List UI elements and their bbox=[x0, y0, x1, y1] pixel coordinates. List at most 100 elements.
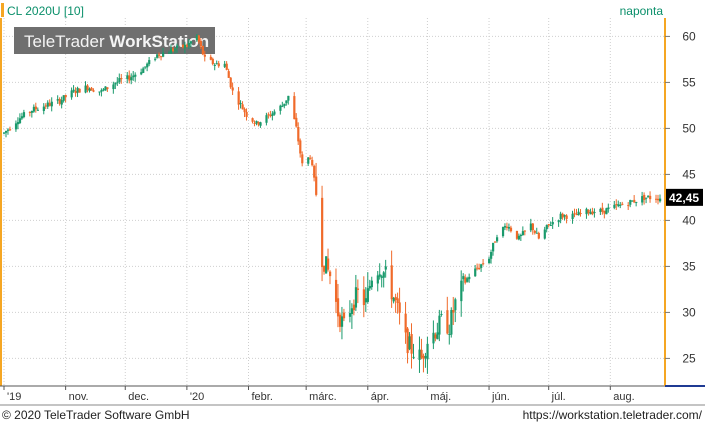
candle-body bbox=[227, 71, 230, 78]
x-tick-label: márc. bbox=[309, 391, 337, 403]
candle-body bbox=[311, 159, 314, 166]
candle-body bbox=[601, 207, 604, 212]
candle-body bbox=[144, 66, 147, 68]
candle-body bbox=[390, 265, 393, 300]
candle-body bbox=[561, 213, 564, 218]
candle-body bbox=[535, 232, 538, 234]
candle-body bbox=[352, 304, 356, 311]
candle-body bbox=[573, 212, 576, 214]
candle-body bbox=[70, 90, 73, 98]
candle-body bbox=[559, 213, 562, 220]
candle-body bbox=[259, 122, 262, 126]
candle-body bbox=[615, 204, 618, 206]
candle-body bbox=[643, 194, 646, 200]
candle-body bbox=[356, 288, 360, 290]
candle-body bbox=[128, 75, 131, 81]
candle-body bbox=[474, 268, 477, 277]
candle-body bbox=[384, 266, 387, 270]
candle-body bbox=[273, 111, 276, 115]
candle-body bbox=[46, 102, 49, 107]
candle-body bbox=[14, 123, 18, 130]
candle-body bbox=[126, 75, 129, 80]
candle-body bbox=[641, 196, 644, 203]
candle-body bbox=[657, 198, 660, 201]
candle-body bbox=[20, 116, 24, 119]
candle-body bbox=[162, 52, 165, 57]
candle-body bbox=[84, 85, 87, 93]
candle-body bbox=[116, 81, 119, 83]
candle-body bbox=[48, 103, 51, 106]
y-tick-label: 30 bbox=[682, 305, 696, 319]
candle-body bbox=[659, 198, 662, 202]
candle-body bbox=[587, 209, 590, 213]
candle-body bbox=[181, 44, 185, 48]
candle-body bbox=[16, 122, 20, 125]
candle-body bbox=[237, 91, 240, 105]
candle-body bbox=[517, 235, 521, 240]
candle-body bbox=[334, 279, 338, 302]
last-price-value: 42,45 bbox=[669, 191, 699, 205]
candle-body bbox=[8, 129, 12, 131]
candle-body bbox=[22, 112, 26, 118]
candle-body bbox=[100, 90, 103, 92]
candle-body bbox=[605, 208, 608, 215]
candle-body bbox=[631, 200, 634, 202]
candle-body bbox=[158, 54, 161, 56]
candle-body bbox=[621, 203, 624, 205]
watermark-light: TeleTrader bbox=[24, 32, 109, 51]
candle-body bbox=[267, 114, 270, 116]
candle-body bbox=[169, 48, 173, 54]
candle-body bbox=[231, 87, 234, 91]
candle-body bbox=[629, 200, 632, 205]
candle-body bbox=[171, 48, 175, 52]
candle-body bbox=[362, 289, 366, 306]
candle-body bbox=[62, 95, 65, 101]
candle-body bbox=[50, 101, 53, 107]
candle-body bbox=[422, 355, 425, 360]
candle-body bbox=[313, 165, 316, 178]
candle-body bbox=[183, 44, 187, 49]
candle-body bbox=[197, 35, 201, 42]
candle-body bbox=[3, 132, 6, 134]
candle-body bbox=[603, 210, 606, 214]
candle-body bbox=[543, 229, 546, 239]
candle-body bbox=[563, 215, 566, 217]
last-price-box bbox=[666, 188, 703, 206]
x-tick-label: '20 bbox=[190, 391, 204, 403]
candle-body bbox=[76, 87, 79, 93]
candle-body bbox=[58, 98, 61, 104]
candle-body bbox=[271, 113, 274, 116]
title-accent-bar bbox=[1, 3, 4, 17]
candle-body bbox=[647, 195, 650, 197]
candle-body bbox=[265, 115, 268, 123]
candle-body bbox=[74, 90, 77, 94]
candle-body bbox=[245, 111, 248, 117]
watermark-box bbox=[14, 27, 215, 54]
candle-body bbox=[104, 86, 107, 91]
candle-body bbox=[557, 220, 560, 223]
candle-body bbox=[464, 277, 467, 283]
candle-body bbox=[523, 230, 527, 232]
candle-body bbox=[545, 224, 548, 230]
candle-body bbox=[72, 89, 75, 92]
candle-body bbox=[195, 35, 199, 41]
last-price-badge: 42,45 bbox=[666, 188, 703, 206]
candle-body bbox=[201, 46, 204, 55]
candle-body bbox=[44, 105, 47, 107]
candlestick-series bbox=[3, 33, 662, 374]
candle-body bbox=[301, 154, 304, 164]
candle-body bbox=[420, 349, 423, 358]
candle-body bbox=[156, 54, 159, 58]
candle-body bbox=[593, 212, 596, 214]
candle-body bbox=[56, 99, 59, 101]
source-url: https://workstation.teletrader.com/ bbox=[523, 408, 703, 422]
candle-body bbox=[167, 52, 171, 54]
candle-body bbox=[32, 106, 36, 112]
candle-body bbox=[649, 195, 652, 200]
candle-body bbox=[382, 272, 385, 278]
candle-body bbox=[446, 310, 449, 334]
candle-body bbox=[34, 106, 38, 110]
candle-body bbox=[293, 96, 296, 120]
